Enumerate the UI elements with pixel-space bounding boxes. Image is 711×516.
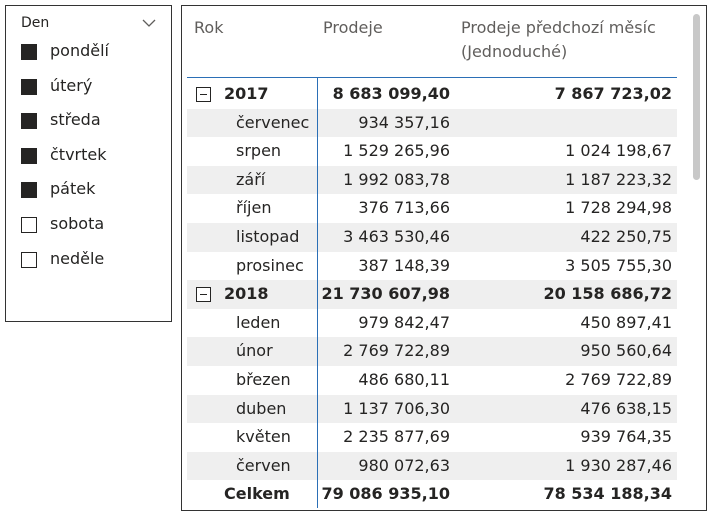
- header-divider: [187, 77, 677, 78]
- prodeje-value: 486 680,11: [358, 370, 450, 389]
- predchozi-value: 3 505 755,30: [565, 255, 672, 275]
- chevron-down-icon[interactable]: [141, 17, 157, 29]
- row-label: prosinec: [236, 255, 304, 275]
- month-row[interactable]: listopad 3 463 530,46 422 250,75: [187, 223, 677, 252]
- column-header-line: Prodeje předchozí měsíc: [461, 18, 656, 37]
- checkbox[interactable]: [21, 217, 37, 233]
- predchozi-value: 450 897,41: [580, 312, 672, 332]
- predchozi-value: 939 764,35: [580, 427, 672, 447]
- checkbox[interactable]: [21, 44, 37, 60]
- collapse-icon[interactable]: [196, 87, 211, 102]
- checkbox[interactable]: [21, 182, 37, 199]
- prodeje-value: 387 148,39: [358, 255, 450, 275]
- month-row[interactable]: duben 1 137 706,30 476 638,15: [187, 394, 677, 424]
- row-label: 2018: [224, 284, 269, 304]
- predchozi-value: 1 930 287,46: [565, 455, 672, 475]
- slicer-item[interactable]: úterý: [21, 74, 161, 102]
- predchozi-value: 1 187 223,32: [565, 169, 672, 189]
- month-row[interactable]: květen 2 235 877,69 939 764,35: [187, 423, 677, 452]
- predchozi-value: 950 560,64: [580, 341, 672, 361]
- month-row[interactable]: červenec 934 357,16: [187, 108, 677, 138]
- slicer-item[interactable]: neděle: [21, 247, 161, 275]
- collapse-icon[interactable]: [196, 287, 211, 303]
- month-row[interactable]: červen 980 072,63 1 930 287,46: [187, 451, 677, 481]
- prodeje-value: 21 730 607,98: [321, 284, 450, 304]
- predchozi-value: 2 769 722,89: [565, 370, 672, 389]
- slicer-item-label: úterý: [50, 75, 93, 95]
- slicer-item-label: čtvrtek: [50, 144, 107, 164]
- prodeje-value: 1 529 265,96: [343, 141, 450, 161]
- predchozi-value: 1 024 198,67: [565, 141, 672, 161]
- vertical-scrollbar[interactable]: [693, 14, 700, 180]
- checkbox[interactable]: [21, 78, 37, 95]
- predchozi-value: 20 158 686,72: [543, 284, 672, 304]
- slicer-item[interactable]: pondělí: [21, 39, 161, 67]
- sales-matrix: Rok Prodeje Prodeje předchozí měsíc (Jed…: [181, 5, 707, 511]
- slicer-header[interactable]: Den: [21, 15, 159, 35]
- row-label: leden: [236, 312, 281, 332]
- checkbox[interactable]: [21, 113, 37, 130]
- predchozi-value: 7 867 723,02: [554, 84, 672, 103]
- slicer-item-label: pátek: [50, 179, 96, 199]
- year-row[interactable]: 2017 8 683 099,40 7 867 723,02: [187, 80, 677, 109]
- row-label: říjen: [236, 198, 272, 218]
- prodeje-value: 1 137 706,30: [343, 398, 450, 418]
- month-row[interactable]: září 1 992 083,78 1 187 223,32: [187, 165, 677, 195]
- prodeje-value: 980 072,63: [358, 455, 450, 475]
- column-divider: [317, 78, 318, 508]
- slicer-item[interactable]: čtvrtek: [21, 143, 161, 171]
- month-row[interactable]: březen 486 680,11 2 769 722,89: [187, 366, 677, 395]
- month-row[interactable]: únor 2 769 722,89 950 560,64: [187, 337, 677, 366]
- slicer-item-label: pondělí: [50, 41, 109, 60]
- row-label: červenec: [236, 112, 310, 132]
- row-label: březen: [236, 370, 291, 389]
- row-label: květen: [236, 427, 291, 447]
- row-label: červen: [236, 455, 291, 475]
- prodeje-value: 2 769 722,89: [343, 341, 450, 361]
- column-header-prodeje-predchozi[interactable]: Prodeje předchozí měsíc (Jednoduché): [461, 16, 656, 64]
- prodeje-value: 79 086 935,10: [321, 484, 450, 504]
- predchozi-value: 1 728 294,98: [565, 198, 672, 218]
- slicer-item-label: sobota: [50, 214, 105, 233]
- predchozi-value: 78 534 188,34: [543, 484, 672, 504]
- prodeje-value: 376 713,66: [358, 198, 450, 218]
- predchozi-value: 422 250,75: [580, 227, 672, 246]
- month-row[interactable]: říjen 376 713,66 1 728 294,98: [187, 194, 677, 223]
- row-label: září: [236, 169, 266, 189]
- row-label: srpen: [236, 141, 282, 161]
- checkbox[interactable]: [21, 251, 37, 268]
- slicer-item[interactable]: středa: [21, 108, 161, 136]
- row-label: listopad: [236, 227, 300, 246]
- prodeje-value: 3 463 530,46: [343, 227, 450, 246]
- row-label: 2017: [224, 84, 269, 103]
- column-header-rok[interactable]: Rok: [194, 18, 224, 37]
- prodeje-value: 979 842,47: [358, 312, 450, 332]
- month-row[interactable]: srpen 1 529 265,96 1 024 198,67: [187, 137, 677, 166]
- column-header-line: (Jednoduché): [461, 42, 568, 61]
- checkbox[interactable]: [21, 147, 37, 164]
- column-header-prodeje[interactable]: Prodeje: [323, 18, 383, 37]
- slicer-item-label: středa: [50, 110, 101, 130]
- row-label: Celkem: [224, 484, 290, 504]
- prodeje-value: 2 235 877,69: [343, 427, 450, 447]
- prodeje-value: 934 357,16: [358, 112, 450, 132]
- total-row[interactable]: Celkem 79 086 935,10 78 534 188,34: [187, 480, 677, 509]
- row-label: duben: [236, 398, 287, 418]
- prodeje-value: 1 992 083,78: [343, 169, 450, 189]
- slicer-item[interactable]: sobota: [21, 212, 161, 240]
- day-slicer: Den pondělí úterý středa čtvrtek pátek sobota…: [5, 5, 172, 322]
- slicer-title: Den: [21, 15, 50, 31]
- predchozi-value: 476 638,15: [580, 398, 672, 418]
- slicer-item[interactable]: pátek: [21, 177, 161, 205]
- month-row[interactable]: leden 979 842,47 450 897,41: [187, 309, 677, 338]
- month-row[interactable]: prosinec 387 148,39 3 505 755,30: [187, 252, 677, 281]
- slicer-item-label: neděle: [50, 248, 105, 268]
- prodeje-value: 8 683 099,40: [332, 84, 450, 103]
- year-row[interactable]: 2018 21 730 607,98 20 158 686,72: [187, 280, 677, 309]
- row-label: únor: [236, 341, 273, 361]
